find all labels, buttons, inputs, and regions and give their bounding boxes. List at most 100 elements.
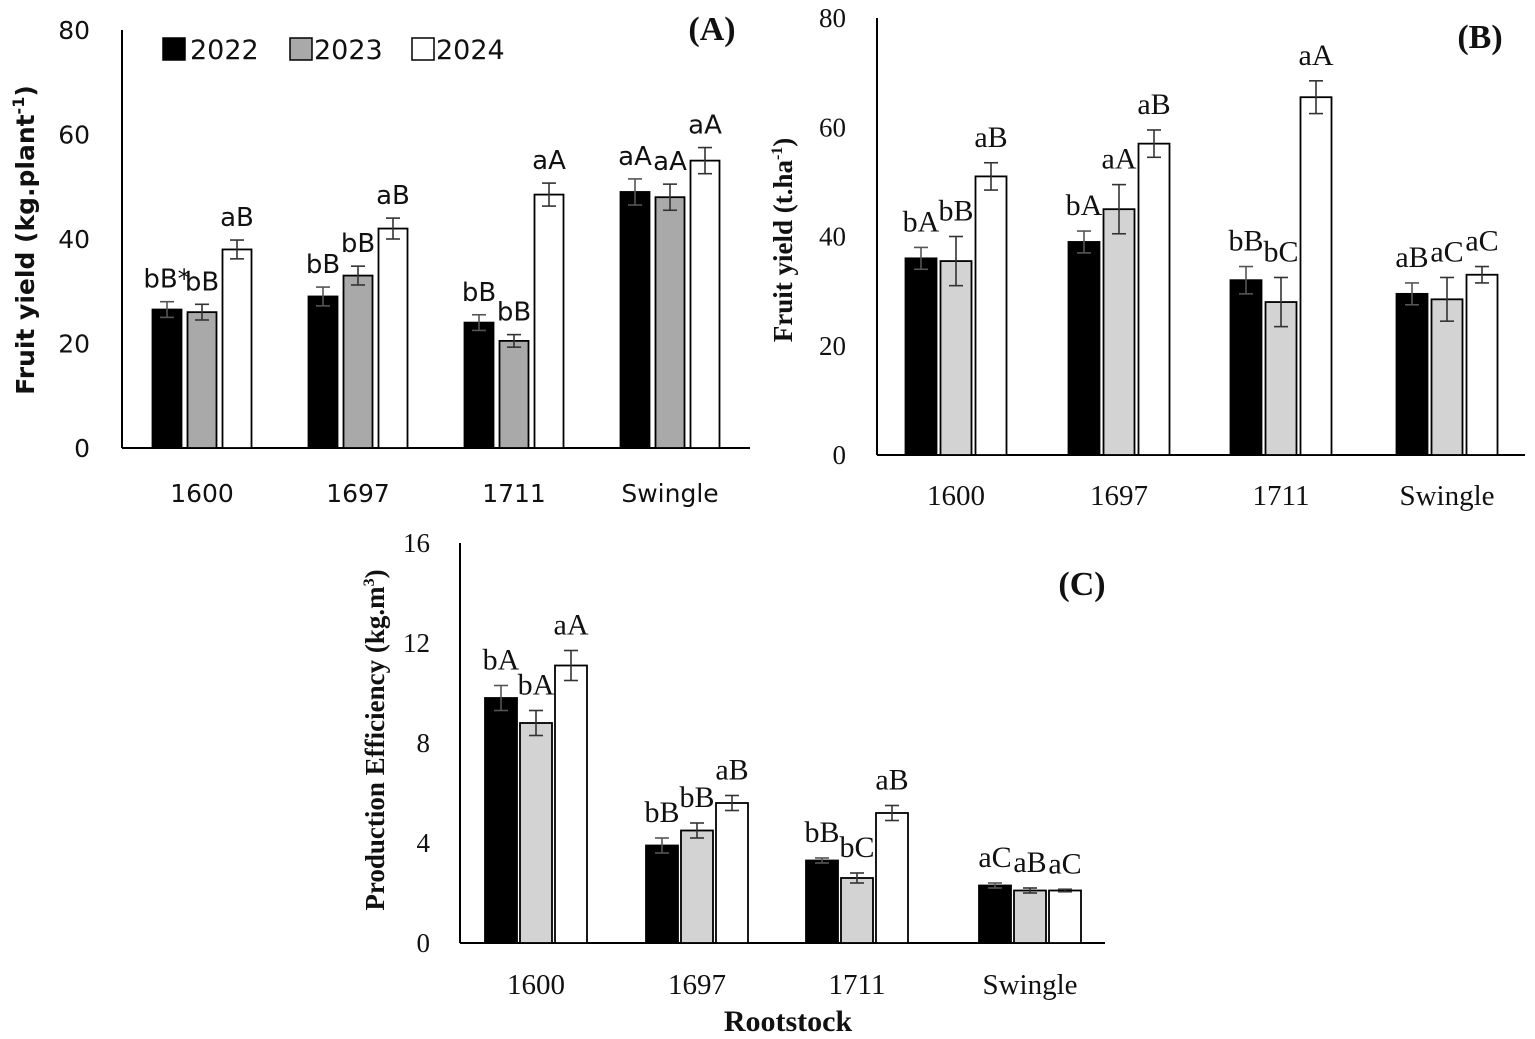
bar [533,193,565,449]
bar [1137,142,1171,456]
bar [1395,292,1429,456]
legend-swatch-2023 [289,37,313,61]
legend-label-2024: 2024 [436,35,505,66]
significance-label: bB [1228,225,1263,258]
bar [1048,889,1082,944]
x-tick-label: 1697 [326,479,390,508]
x-tick-label: 1711 [1253,480,1310,512]
significance-label: bC [1263,235,1298,268]
bar [554,664,588,944]
panel-title: (A) [688,11,735,48]
significance-label: aC [1430,235,1463,268]
bar [939,260,973,456]
significance-label: aC [1048,847,1081,880]
significance-label: aA [532,146,566,176]
significance-label: aB [1395,241,1428,274]
significance-label: bB [462,278,496,308]
bar [904,257,938,456]
bar [1229,279,1263,456]
x-tick-label: 1600 [170,479,234,508]
y-tick-label: 0 [417,928,431,958]
significance-label: aB [875,764,908,797]
significance-label: bB [497,298,531,328]
bar [221,248,253,449]
significance-label: aA [688,111,722,141]
significance-label: bC [839,831,874,864]
significance-label: aB [715,754,748,787]
bar [519,722,553,944]
y-tick-label: 40 [58,225,90,254]
significance-label: bB [306,250,340,280]
bar [680,829,714,944]
legend-swatch-2024 [411,37,435,61]
y-tick-label: 80 [58,16,90,45]
significance-label: bB [341,229,375,259]
panel-c: 0 4 8 12 16 Production Efficiency (kg.m3) (C) 1… [360,528,1106,1001]
legend-label-2022: 2022 [190,35,259,66]
bar [978,884,1012,944]
significance-label: aB [1137,88,1170,121]
panel-title: (B) [1457,19,1502,56]
significance-label: bB [644,796,679,829]
bar [689,159,721,449]
bar [875,812,909,944]
bar [377,227,409,449]
y-axis-title: Production Efficiency (kg.m3) [360,569,390,910]
significance-label: aB [376,181,410,211]
bar [840,877,874,944]
y-tick-label: 20 [58,330,90,359]
significance-label: bB [804,816,839,849]
x-tick-label: 1600 [507,969,565,1001]
x-tick-label: 1697 [668,969,726,1001]
bar [1465,273,1499,456]
y-tick-label: 60 [819,112,846,142]
significance-label: aA [653,147,687,177]
y-tick-label: 80 [819,3,846,33]
x-axis-title: Rootstock [724,1005,853,1038]
bar [1102,208,1136,456]
y-tick-label: 0 [74,434,90,463]
x-tick-label: 1600 [927,480,985,512]
y-tick-label: 20 [819,331,846,361]
y-tick-label: 8 [417,728,431,758]
significance-label: bB [679,781,714,814]
bar [342,274,374,449]
legend-swatch-2022 [162,37,186,61]
x-tick-label: 1697 [1090,480,1148,512]
significance-label: aA [1299,39,1334,72]
significance-label: aC [978,841,1011,874]
y-tick-label: 12 [403,628,430,658]
panel-b: 0 20 40 60 80 Fruit yield (t.ha-1) (B) 1600 1697… [768,3,1525,512]
significance-label: aB [220,203,254,233]
significance-label: bB [938,195,973,228]
x-tick-label: Swingle [982,969,1077,1001]
legend: 2022 2023 2024 [162,35,505,66]
bar [307,295,339,449]
significance-label: bA [903,205,940,238]
bar [151,308,183,449]
x-tick-label: Swingle [621,479,718,508]
bar [805,859,839,944]
y-tick-label: 4 [417,828,431,858]
x-tick-label: 1711 [829,969,886,1001]
bar [484,697,518,944]
significance-label: aB [1013,846,1046,879]
bar [974,175,1008,456]
x-tick-label: Swingle [1399,480,1494,512]
x-tick-label: 1711 [482,479,546,508]
panel-title: (C) [1058,566,1105,603]
significance-label: aA [618,142,652,172]
y-axis-title: Fruit yield (kg.plant-1) [9,85,40,395]
bar [1067,241,1101,456]
bar [645,844,679,944]
bar [1430,298,1464,456]
bar [619,191,651,449]
legend-label-2023: 2023 [314,35,383,66]
bar [1013,889,1047,944]
y-axis-title: Fruit yield (t.ha-1) [768,138,798,343]
bar [654,196,686,449]
y-tick-label: 16 [403,528,430,558]
y-tick-label: 40 [819,222,846,252]
bar [498,339,530,449]
